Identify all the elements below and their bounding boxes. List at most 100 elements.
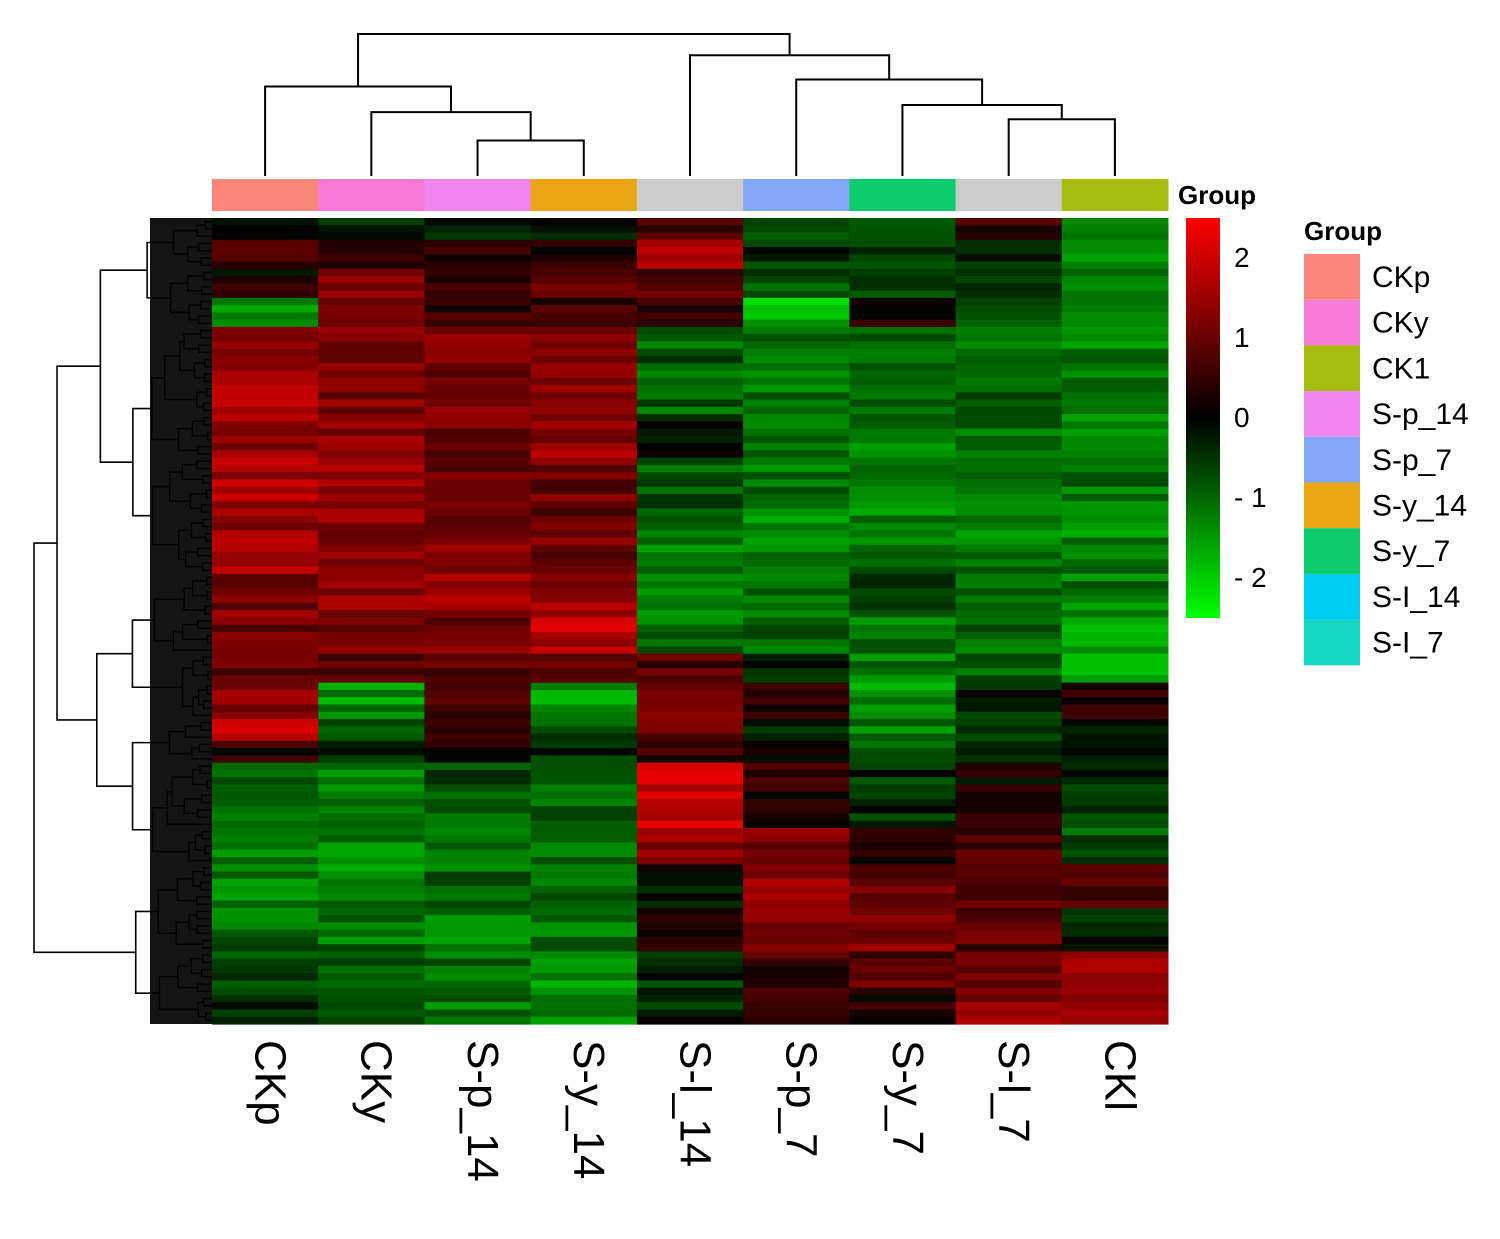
heatmap-cell [318, 581, 425, 589]
heatmap-cell [1061, 1009, 1169, 1018]
heatmap-cell [212, 740, 319, 749]
heatmap-cell [318, 414, 425, 422]
heatmap-cell [636, 864, 744, 873]
heatmap-cell [636, 610, 744, 618]
heatmap-cell [530, 965, 638, 974]
heatmap-cell [212, 646, 319, 655]
heatmap-cell [530, 406, 638, 415]
legend-swatch [1304, 619, 1360, 666]
heatmap-cell [1061, 254, 1169, 263]
heatmap-cell [424, 878, 532, 887]
heatmap-cell [318, 1002, 425, 1011]
heatmap-cell [424, 472, 532, 480]
heatmap-cell [743, 980, 850, 989]
heatmap-cell [849, 813, 957, 822]
heatmap-cell [212, 907, 319, 916]
heatmap-cell [424, 290, 532, 299]
heatmap-cell [636, 639, 744, 648]
heatmap-cell [743, 363, 850, 372]
heatmap-cell [424, 907, 532, 916]
heatmap-cell [636, 297, 744, 306]
heatmap-cell [849, 464, 957, 473]
heatmap-cell [743, 777, 850, 785]
heatmap-cell [212, 276, 319, 284]
heatmap-cell [849, 668, 957, 677]
heatmap-cell [955, 588, 1063, 597]
heatmap-cell [1061, 886, 1169, 894]
heatmap-cell [318, 936, 425, 945]
heatmap-cell [530, 711, 638, 720]
heatmap-cell [318, 893, 425, 902]
heatmap-cell [212, 464, 319, 473]
heatmap-cell [849, 777, 957, 785]
heatmap-cell [530, 704, 638, 713]
heatmap-cell [212, 631, 319, 640]
heatmap-cell [1061, 472, 1169, 480]
heatmap-cell [212, 806, 319, 815]
heatmap-cell [955, 689, 1063, 698]
heatmap-cell [318, 363, 425, 372]
heatmap-cell [530, 276, 638, 284]
heatmap-cell [318, 653, 425, 662]
legend-label: CKp [1372, 261, 1430, 294]
heatmap-cell [849, 602, 957, 611]
heatmap-cell [849, 929, 957, 938]
heatmap-cell [955, 443, 1063, 451]
heatmap-cell [955, 893, 1063, 902]
column-label: S-p_14 [458, 1040, 507, 1182]
heatmap-cell [530, 958, 638, 967]
heatmap-cell [1061, 704, 1169, 713]
heatmap-cell [955, 849, 1063, 858]
annotation-track-label: Group [1178, 180, 1256, 210]
heatmap-cell [212, 871, 319, 880]
heatmap-cell [1061, 464, 1169, 473]
heatmap-cell [636, 806, 744, 815]
heatmap-cell [212, 515, 319, 524]
heatmap-cell [530, 464, 638, 473]
heatmap-cell [424, 573, 532, 582]
heatmap-cell [743, 399, 850, 408]
heatmap-cell [743, 936, 850, 945]
heatmap-cell [318, 573, 425, 582]
heatmap-cell [955, 1009, 1063, 1018]
heatmap-cell [318, 987, 425, 996]
heatmap-cell [849, 631, 957, 640]
heatmap-cell [849, 479, 957, 488]
heatmap-cell [743, 392, 850, 401]
heatmap-cell [1061, 871, 1169, 880]
heatmap-cell [743, 646, 850, 655]
heatmap-cell [955, 719, 1063, 727]
heatmap-cell [743, 965, 850, 974]
heatmap-cell [636, 871, 744, 880]
heatmap-cell [955, 748, 1063, 756]
heatmap-cell [530, 457, 638, 466]
heatmap-cell [636, 218, 744, 226]
heatmap-cell [318, 218, 425, 226]
heatmap-cell [743, 326, 850, 335]
heatmap-cell [212, 312, 319, 321]
heatmap-cell [530, 835, 638, 844]
heatmap-cell [1061, 522, 1169, 531]
heatmap-cell [424, 646, 532, 655]
heatmap-cell [849, 856, 957, 865]
heatmap-cell [212, 414, 319, 422]
heatmap-cell [636, 929, 744, 938]
heatmap-cell [318, 755, 425, 764]
heatmap-cell [636, 849, 744, 858]
heatmap-cell [212, 1009, 319, 1018]
heatmap-cell [424, 733, 532, 742]
heatmap-cell [955, 755, 1063, 764]
row-dendrogram-branch [134, 910, 160, 994]
heatmap-cell [530, 944, 638, 952]
heatmap-cell [743, 348, 850, 357]
heatmap-cell [1061, 827, 1169, 836]
heatmap-cell [955, 421, 1063, 430]
heatmap-cell [955, 733, 1063, 742]
heatmap-cell [1061, 581, 1169, 589]
heatmap-cell [424, 566, 532, 575]
heatmap-cell [849, 806, 957, 815]
heatmap-cell [743, 435, 850, 444]
heatmap-cell [636, 544, 744, 553]
heatmap-cell [424, 1009, 532, 1018]
heatmap-cell [743, 319, 850, 328]
